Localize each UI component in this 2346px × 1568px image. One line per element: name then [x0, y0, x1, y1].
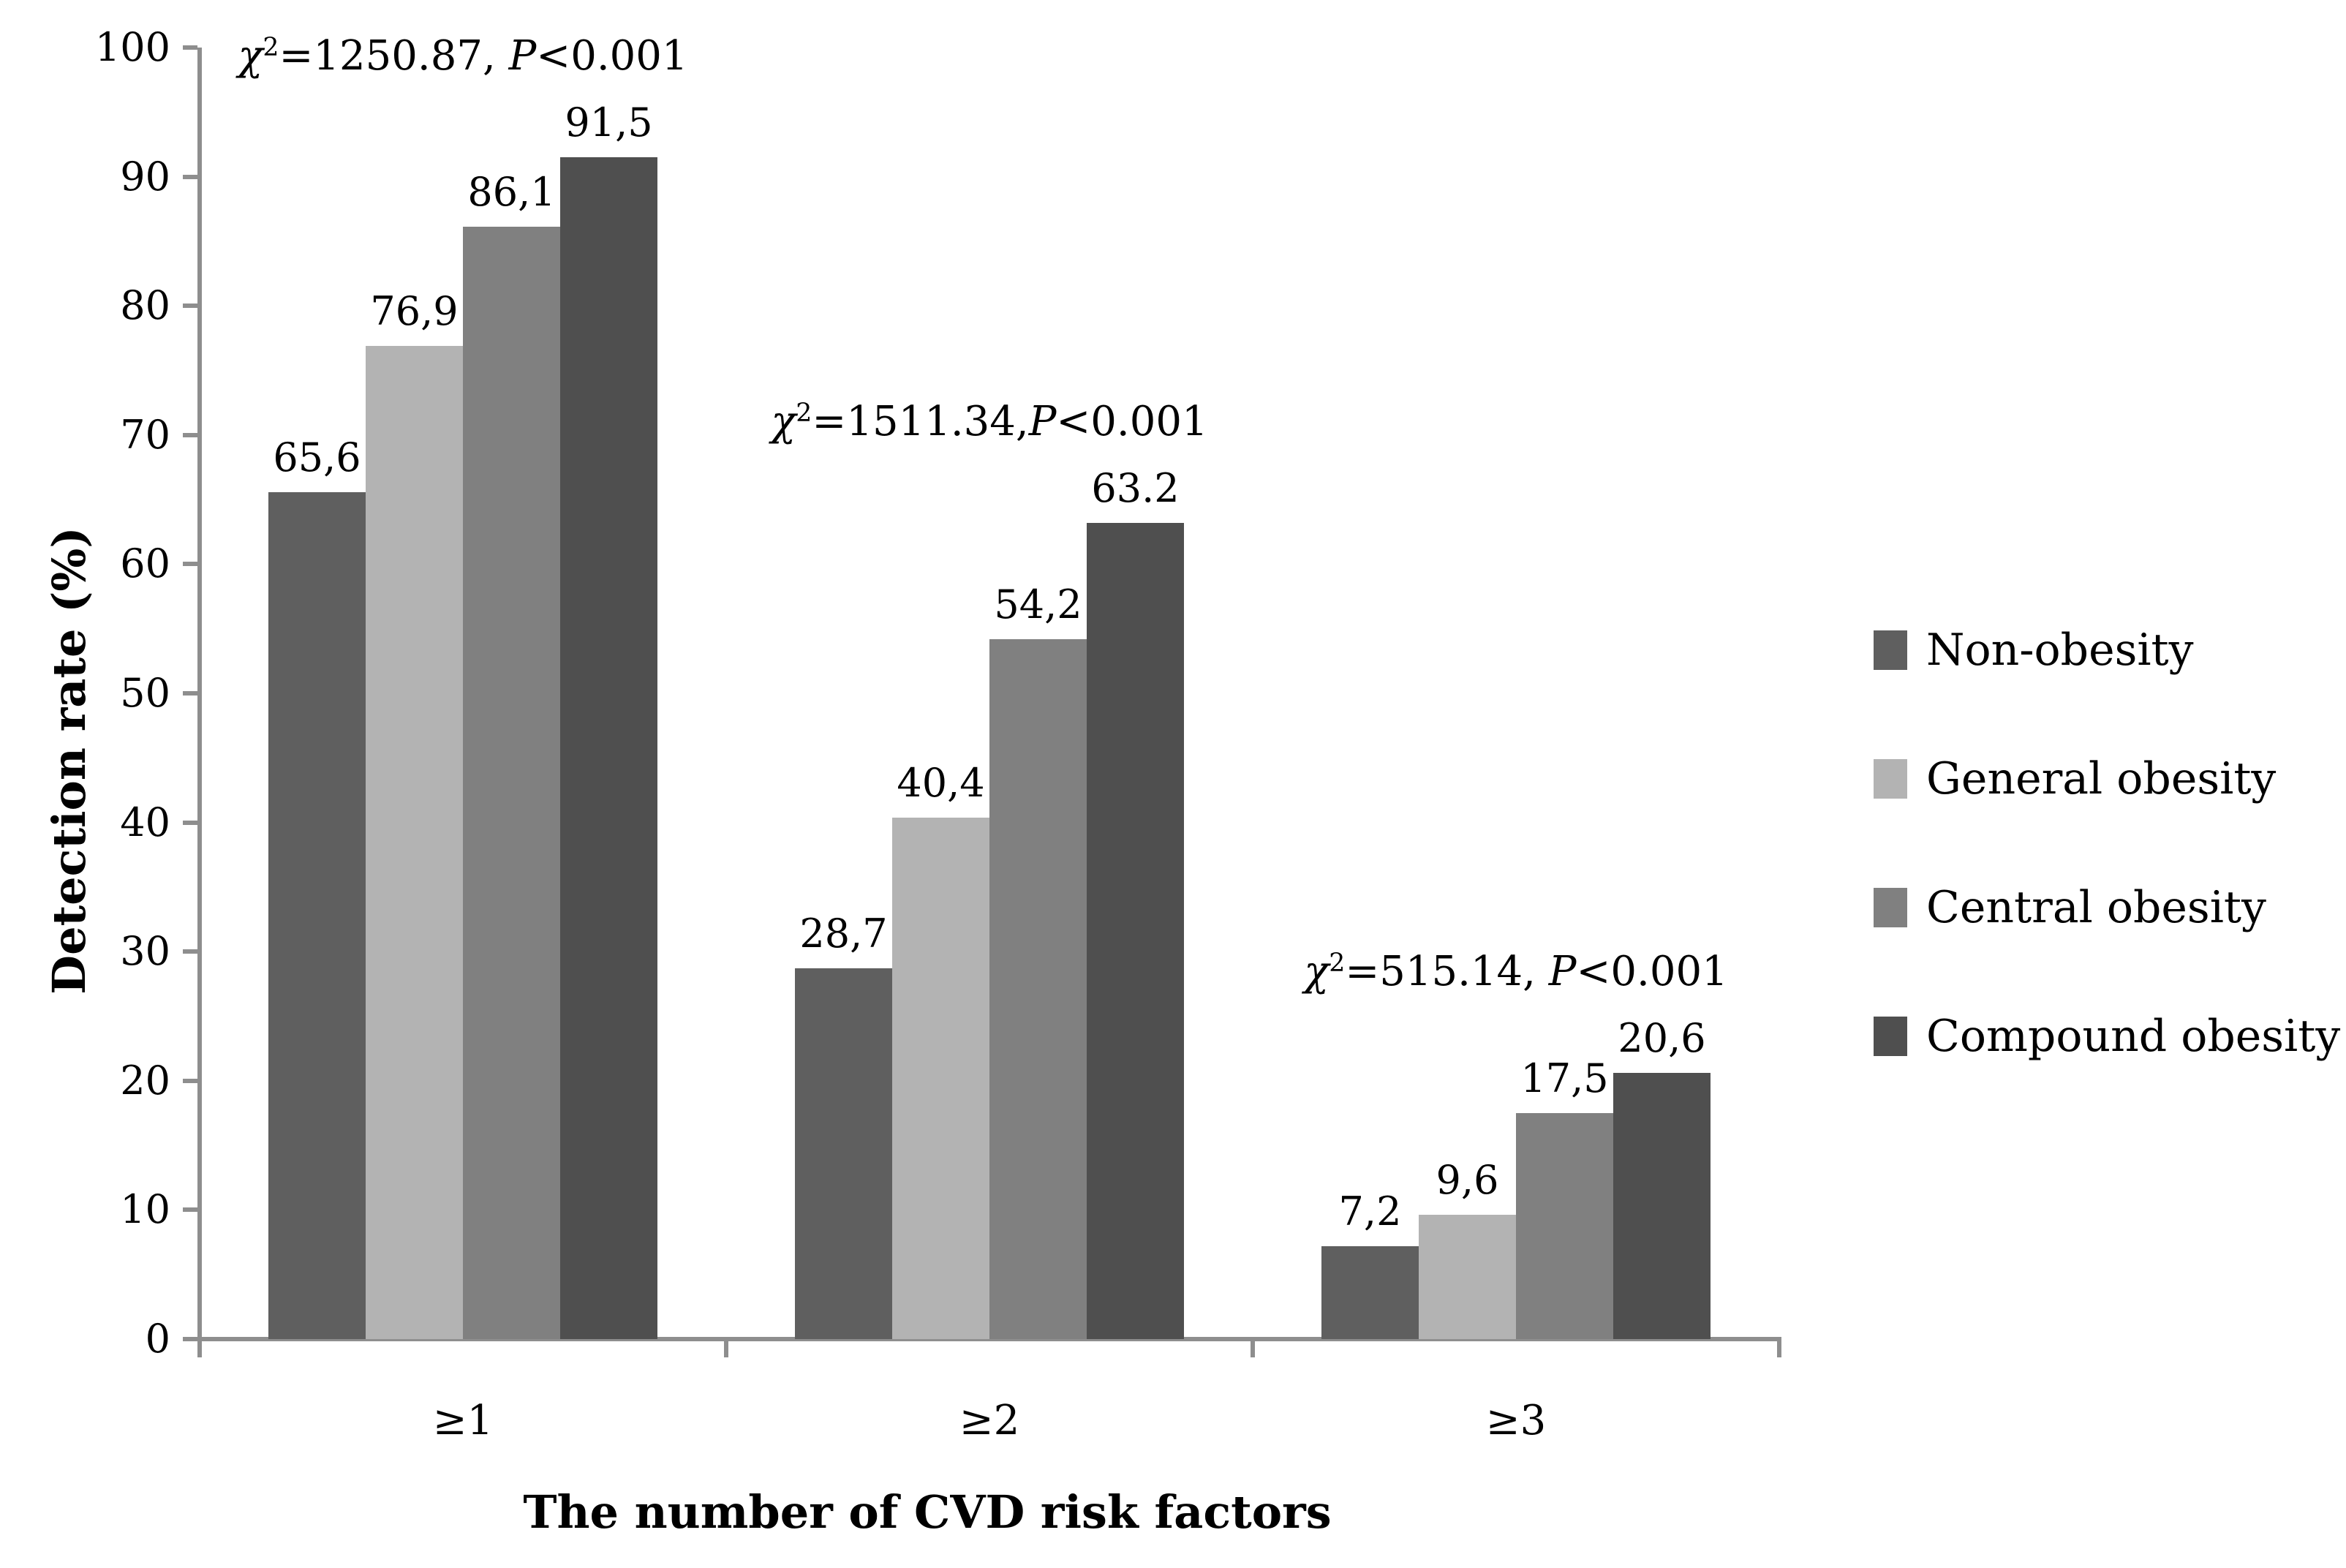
bar-value-label: 86,1 [467, 169, 556, 215]
legend: Non-obesity General obesity Central obesit… [1874, 625, 2341, 1062]
bar-general-obesity-group3 [1419, 1215, 1516, 1339]
y-axis-tick [183, 304, 197, 309]
y-tick-label: 60 [120, 540, 170, 587]
legend-swatch-icon [1874, 888, 1907, 927]
bar-value-label: 9,6 [1436, 1157, 1499, 1203]
bar-central-obesity-group3 [1516, 1113, 1613, 1339]
x-category-label: ≥3 [1485, 1397, 1547, 1444]
legend-label: Compound obesity [1926, 1011, 2341, 1062]
x-axis-tick [197, 1341, 202, 1357]
legend-swatch-icon [1874, 759, 1907, 799]
bar-value-label: 76,9 [370, 288, 459, 334]
y-tick-label: 90 [120, 153, 170, 200]
y-axis-tick [183, 562, 197, 567]
y-axis-tick [183, 1078, 197, 1083]
legend-swatch-icon [1874, 630, 1907, 670]
y-tick-label: 50 [120, 670, 170, 716]
bar-general-obesity-group1 [366, 346, 463, 1339]
bar-value-label: 65,6 [273, 434, 361, 480]
y-axis-tick [183, 45, 197, 50]
y-tick-label: 20 [120, 1057, 170, 1104]
bar-central-obesity-group1 [463, 227, 560, 1339]
legend-label: Non-obesity [1926, 625, 2194, 676]
bar-general-obesity-group2 [892, 818, 989, 1339]
x-axis-tick [1251, 1341, 1255, 1357]
y-axis-tick [183, 432, 197, 437]
y-axis-tick [183, 691, 197, 696]
legend-label: Central obesity [1926, 882, 2266, 933]
x-axis-line [197, 1337, 1781, 1341]
bar-non-obesity-group2 [795, 968, 892, 1339]
bar-compound-obesity-group1 [560, 157, 657, 1339]
y-tick-label: 10 [120, 1186, 170, 1233]
x-axis-tick [724, 1341, 728, 1357]
y-tick-label: 80 [120, 282, 170, 329]
bar-non-obesity-group1 [268, 492, 366, 1339]
bar-central-obesity-group2 [989, 639, 1087, 1339]
y-axis-tick [183, 1207, 197, 1213]
legend-item: Non-obesity [1874, 625, 2340, 676]
legend-item: Compound obesity [1874, 1011, 2341, 1062]
chi-square-annotation: χ2=1511.34,P<0.001 [771, 397, 1208, 445]
chi-square-annotation: χ2=1250.87, P<0.001 [238, 32, 688, 80]
bar-value-label: 7,2 [1338, 1188, 1402, 1235]
y-tick-label: 0 [145, 1316, 170, 1362]
x-category-label: ≥2 [959, 1397, 1020, 1444]
y-tick-label: 70 [120, 411, 170, 458]
bar-value-label: 54,2 [994, 581, 1082, 627]
y-axis-tick [183, 1337, 197, 1341]
bar-value-label: 28,7 [799, 911, 888, 957]
y-tick-label: 100 [94, 24, 170, 70]
bar-value-label: 63.2 [1091, 465, 1180, 511]
y-axis-tick [183, 949, 197, 954]
y-tick-label: 40 [120, 799, 170, 845]
bar-value-label: 40,4 [897, 760, 985, 806]
bar-compound-obesity-group2 [1087, 523, 1184, 1339]
bar-compound-obesity-group3 [1613, 1073, 1711, 1339]
chi-square-annotation: χ2=515.14, P<0.001 [1304, 948, 1728, 996]
y-axis-tick [183, 820, 197, 825]
bar-value-label: 91,5 [565, 99, 653, 146]
x-axis-title: The number of CVD risk factors [523, 1485, 1332, 1539]
legend-item: General obesity [1874, 753, 2340, 804]
y-axis-line [197, 48, 202, 1341]
bar-value-label: 20,6 [1618, 1015, 1706, 1061]
legend-item: Central obesity [1874, 882, 2340, 933]
legend-label: General obesity [1926, 753, 2277, 804]
y-axis-tick [183, 174, 197, 179]
x-axis-tick [1777, 1341, 1781, 1357]
x-category-label: ≥1 [432, 1397, 494, 1444]
legend-swatch-icon [1874, 1017, 1907, 1056]
bar-non-obesity-group3 [1321, 1246, 1419, 1339]
y-tick-label: 30 [120, 928, 170, 975]
bar-value-label: 17,5 [1520, 1055, 1609, 1101]
